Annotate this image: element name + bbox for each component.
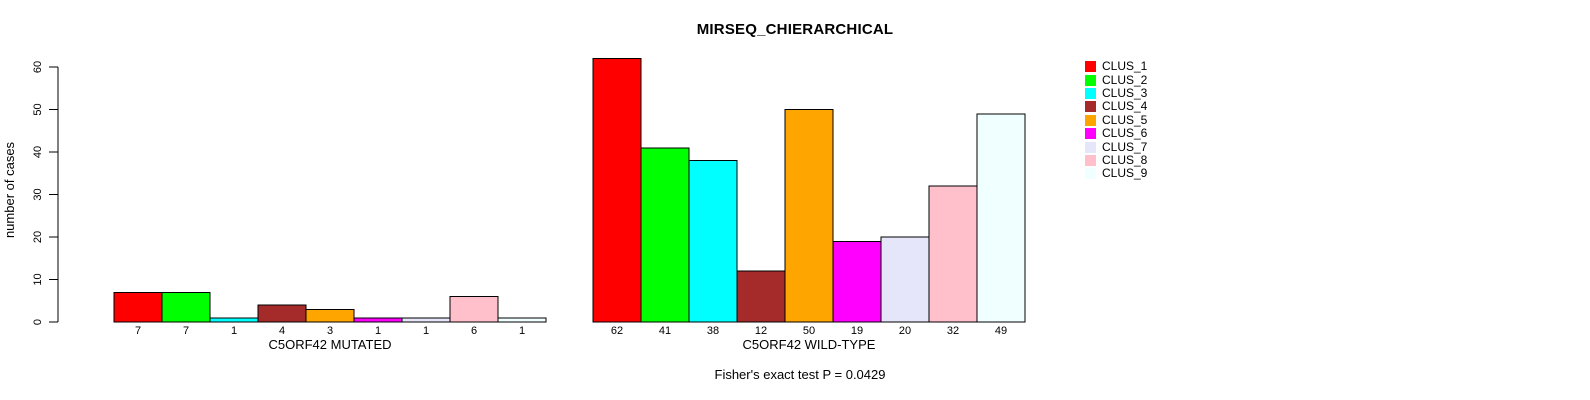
legend-item-label: CLUS_8	[1102, 152, 1148, 167]
legend-swatch-icon	[1085, 74, 1096, 86]
bar-value-label: 62	[611, 325, 623, 337]
legend-item-label: CLUS_5	[1102, 112, 1148, 127]
legend-item-label: CLUS_7	[1102, 139, 1148, 154]
legend-swatch-icon	[1085, 101, 1096, 113]
legend-swatch-icon	[1085, 141, 1096, 153]
legend-item: CLUS_7	[1085, 140, 1147, 153]
bar-value-label: 4	[279, 325, 285, 337]
legend-swatch-icon	[1085, 87, 1096, 99]
legend-item: CLUS_6	[1085, 127, 1147, 140]
bar-clus_7	[401, 317, 451, 323]
bar-value-label: 1	[423, 325, 429, 337]
legend: CLUS_1 CLUS_2 CLUS_3 CLUS_4 CLUS_5 CLUS_6 CLUS…	[1085, 60, 1147, 181]
bar-clus_9	[976, 113, 1026, 323]
legend-item-label: CLUS_6	[1102, 126, 1148, 141]
bar-value-label: 20	[899, 325, 911, 337]
bar-clus_2	[640, 147, 690, 323]
y-tick-label: 10	[32, 273, 44, 285]
bar-clus_2	[161, 291, 211, 323]
bar-value-label: 50	[803, 325, 815, 337]
bar-clus_7	[880, 236, 930, 323]
bar-clus_6	[832, 240, 882, 323]
legend-item: CLUS_8	[1085, 152, 1148, 167]
bar-clus_6	[353, 317, 403, 323]
bar-value-label: 7	[183, 325, 189, 337]
legend-swatch-icon	[1085, 61, 1096, 73]
y-tick-label: 20	[32, 231, 44, 243]
legend-item: CLUS_1	[1085, 60, 1147, 73]
bar-value-label: 7	[135, 325, 141, 337]
bar-value-label: 49	[995, 325, 1007, 337]
legend-item: CLUS_5	[1085, 112, 1148, 127]
bar-clus_8	[449, 296, 499, 323]
bar-value-label: 19	[851, 325, 863, 337]
legend-item-label: CLUS_9	[1102, 166, 1148, 181]
legend-item: CLUS_2	[1085, 73, 1147, 86]
y-tick-label: 0	[32, 319, 44, 325]
legend-item-label: CLUS_4	[1102, 99, 1148, 114]
legend-swatch-icon	[1085, 168, 1096, 180]
chart-caption: Fisher's exact test P = 0.0429	[714, 367, 886, 382]
legend-item: CLUS_4	[1085, 100, 1147, 113]
legend-item: CLUS_9	[1085, 167, 1147, 180]
bar-value-label: 41	[659, 325, 671, 337]
bar-clus_4	[736, 270, 786, 323]
bar-clus_5	[784, 109, 834, 323]
legend-swatch-icon	[1085, 154, 1096, 166]
bar-value-label: 6	[471, 325, 477, 337]
legend-item-label: CLUS_1	[1102, 59, 1148, 74]
legend-swatch-icon	[1085, 128, 1096, 140]
bar-clus_1	[592, 58, 642, 323]
y-tick-label: 50	[32, 103, 44, 115]
bar-value-label: 32	[947, 325, 959, 337]
bar-clus_9	[497, 317, 547, 323]
legend-item-label: CLUS_2	[1102, 72, 1148, 87]
bar-clus_5	[305, 308, 355, 323]
bar-clus_8	[928, 185, 978, 323]
bar-value-label: 3	[327, 325, 333, 337]
bar-clus_4	[257, 304, 307, 323]
bar-clus_3	[209, 317, 259, 323]
y-tick-label: 40	[32, 146, 44, 158]
bar-value-label: 38	[707, 325, 719, 337]
bar-clus_3	[688, 160, 738, 323]
bar-value-label: 12	[755, 325, 767, 337]
group-label: C5ORF42 WILD-TYPE	[743, 337, 876, 352]
bar-clus_1	[113, 291, 163, 323]
bar-value-label: 1	[375, 325, 381, 337]
y-tick-label: 30	[32, 188, 44, 200]
y-axis-title: number of cases	[2, 141, 17, 238]
chart-title: MIRSEQ_CHIERARCHICAL	[696, 21, 894, 38]
bar-value-label: 1	[231, 325, 237, 337]
legend-item-label: CLUS_3	[1102, 85, 1148, 100]
bar-value-label: 1	[519, 325, 525, 337]
legend-item: CLUS_3	[1085, 85, 1148, 100]
y-tick-label: 60	[32, 61, 44, 73]
group-label: C5ORF42 MUTATED	[268, 337, 391, 352]
legend-swatch-icon	[1085, 114, 1096, 126]
